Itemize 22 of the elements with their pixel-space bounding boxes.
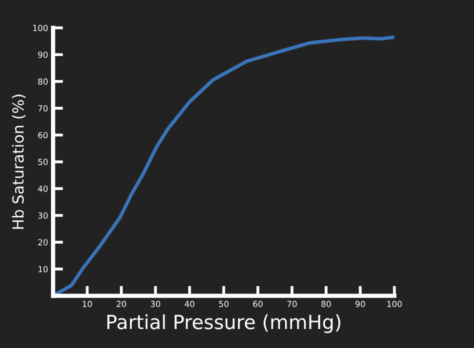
x-tick-label: 10 xyxy=(82,300,92,308)
y-tick-label: 40 xyxy=(38,186,48,192)
y-tick-label: 30 xyxy=(38,212,48,219)
x-tick-label: 40 xyxy=(184,300,194,308)
x-axis-title: Partial Pressure (mmHg) xyxy=(107,314,340,334)
x-tick-label: 80 xyxy=(321,300,331,308)
x-tick-label: 70 xyxy=(287,300,297,308)
x-tick-label: 100 xyxy=(387,300,402,308)
y-tick-label: 90 xyxy=(38,52,48,58)
x-tick-label: 30 xyxy=(150,300,160,308)
y-axis-title: Hb Saturation (%) xyxy=(12,94,26,229)
y-tick-label: 20 xyxy=(38,239,48,246)
y-tick-label: 80 xyxy=(38,78,48,85)
y-tick-label: 70 xyxy=(38,105,48,112)
y-tick-label: 50 xyxy=(38,158,48,166)
y-tick-label: 60 xyxy=(38,132,48,138)
x-tick-label: 90 xyxy=(355,300,365,308)
y-tick-label: 10 xyxy=(38,266,48,272)
x-tick-label: 50 xyxy=(219,300,228,308)
y-tick-label: 100 xyxy=(33,24,48,32)
x-tick-label: 60 xyxy=(253,300,263,308)
x-tick-label: 20 xyxy=(116,300,126,308)
